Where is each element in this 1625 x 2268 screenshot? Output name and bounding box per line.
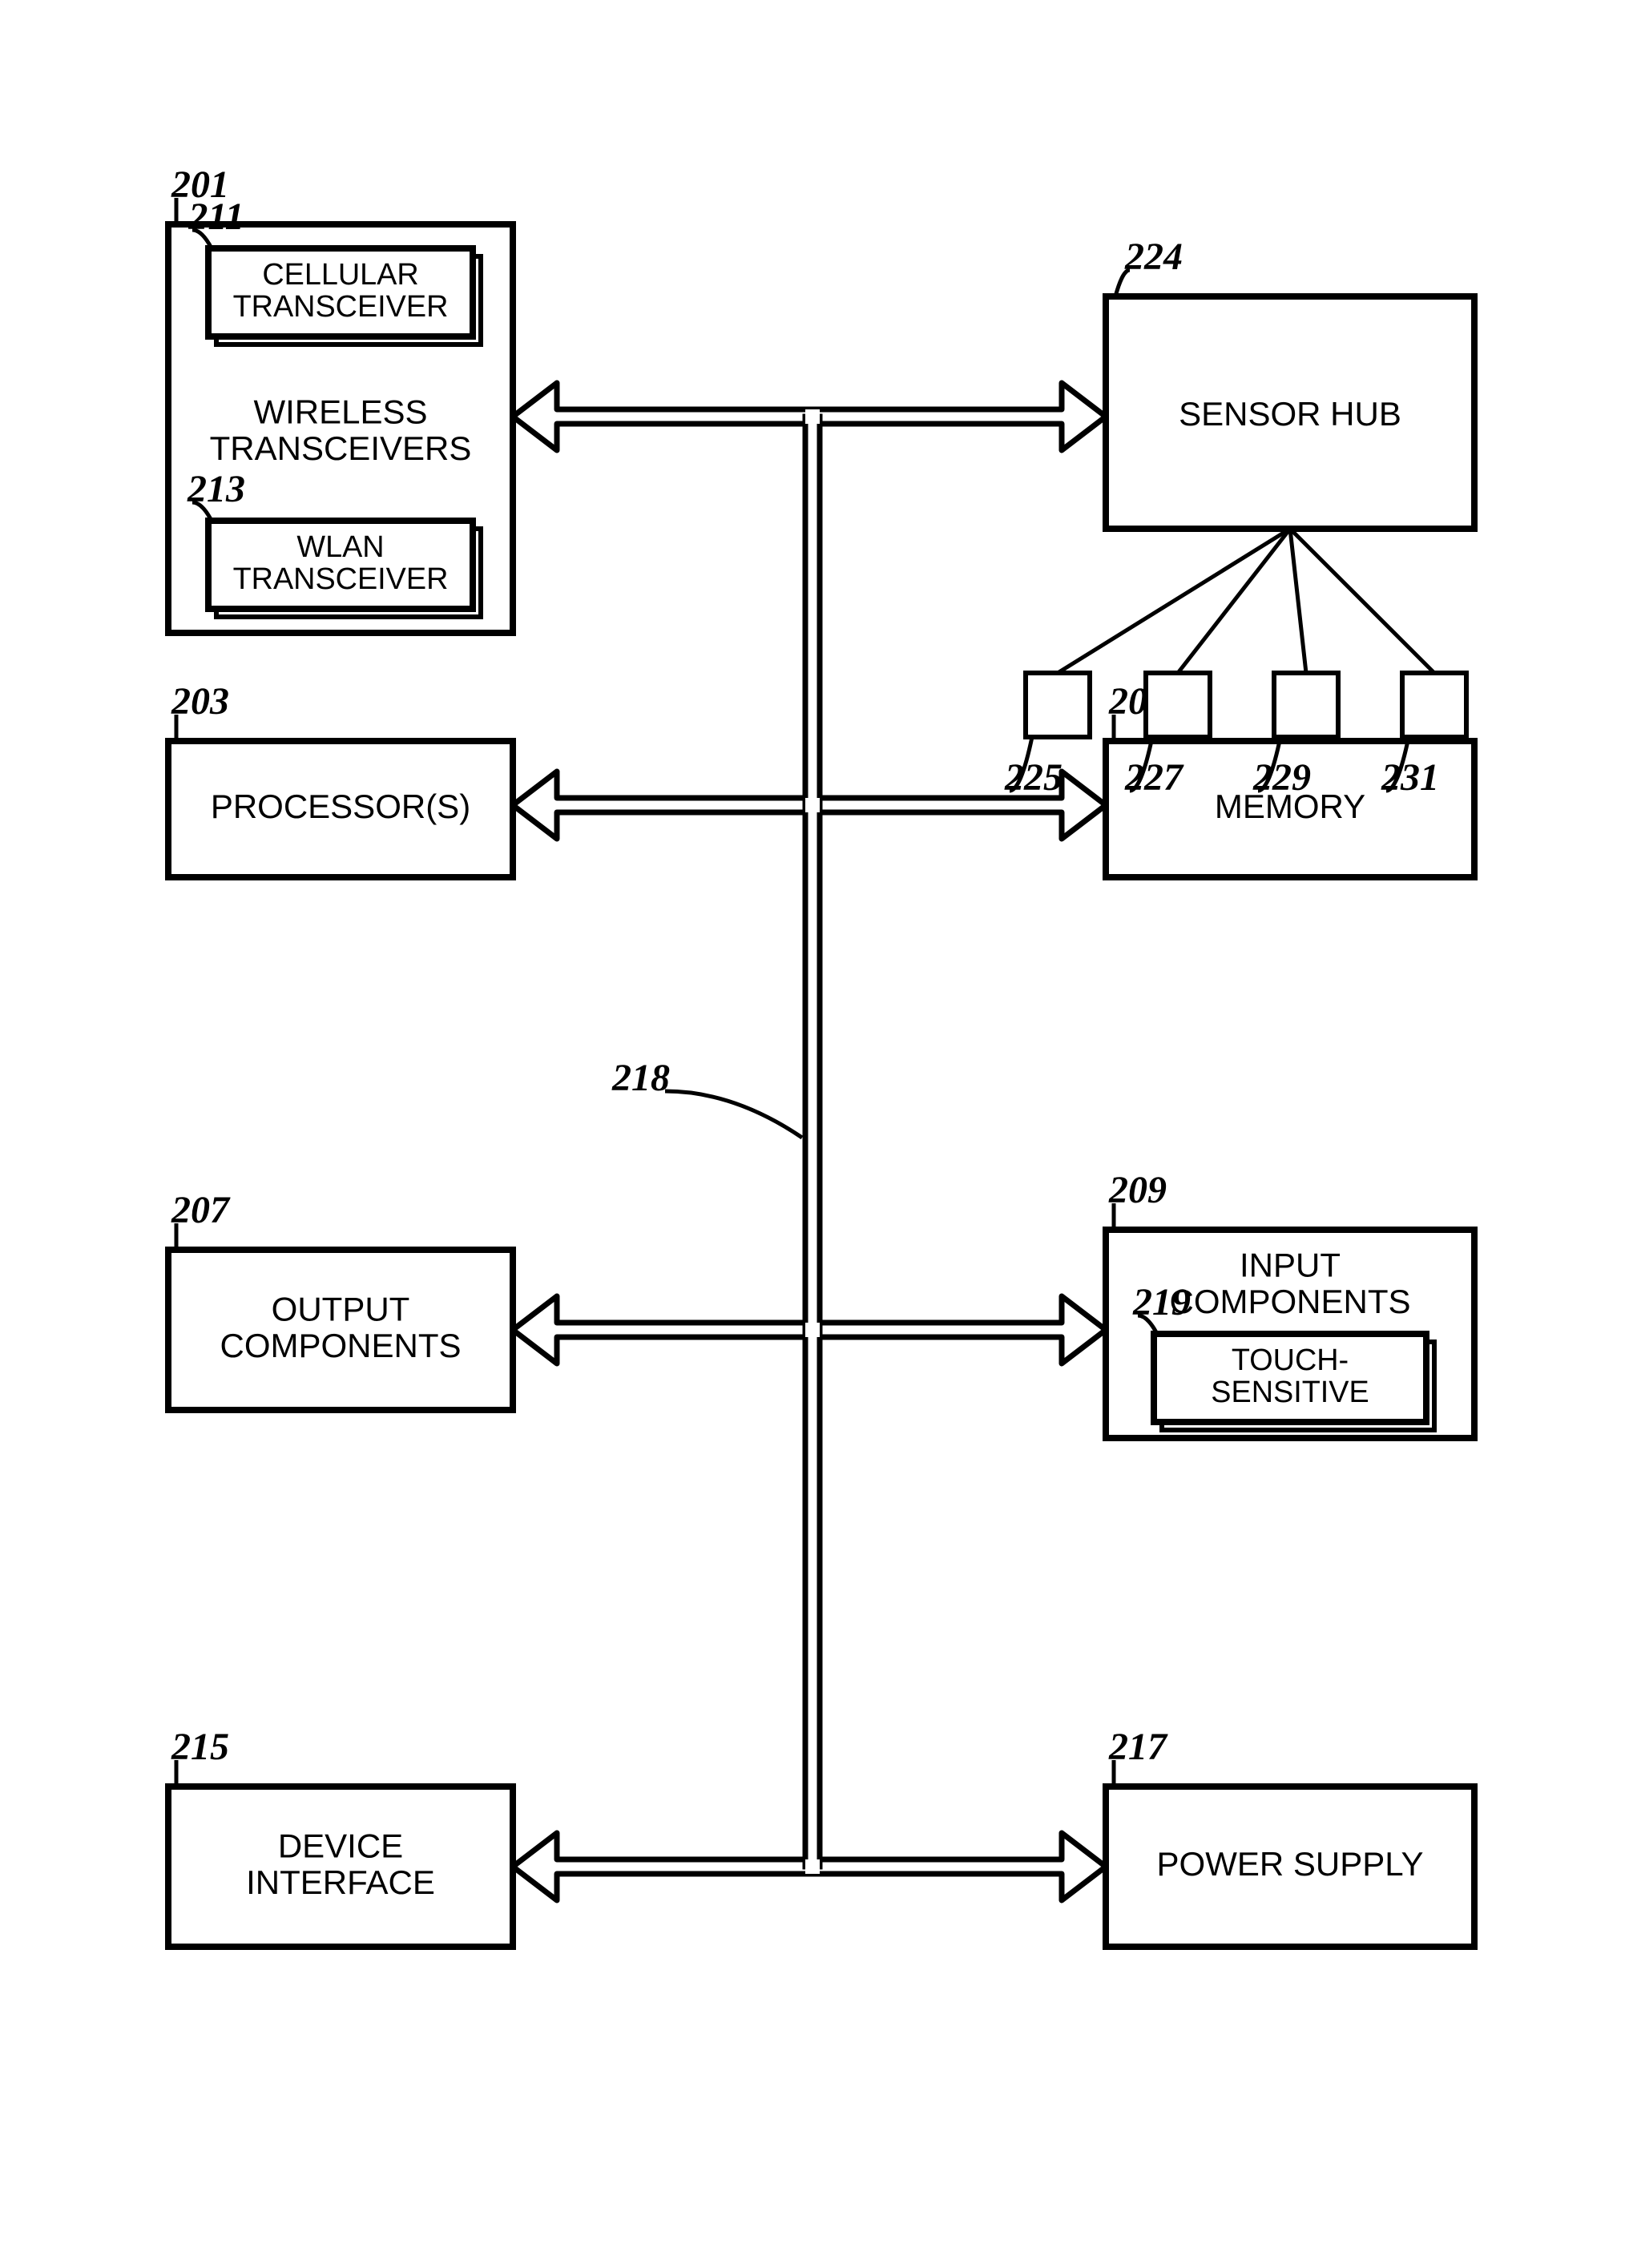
svg-text:SENSITIVE: SENSITIVE (1211, 1376, 1369, 1409)
svg-text:TOUCH-: TOUCH- (1232, 1343, 1349, 1377)
svg-text:229: 229 (1252, 756, 1311, 799)
svg-text:INPUT: INPUT (1240, 1246, 1341, 1283)
svg-text:SENSOR HUB: SENSOR HUB (1179, 395, 1401, 433)
svg-text:POWER SUPPLY: POWER SUPPLY (1157, 1845, 1424, 1883)
svg-text:217: 217 (1108, 1726, 1168, 1768)
svg-text:207: 207 (171, 1189, 231, 1231)
svg-text:TRANSCEIVERS: TRANSCEIVERS (210, 429, 472, 467)
svg-text:COMPONENTS: COMPONENTS (1169, 1283, 1410, 1320)
svg-text:TRANSCEIVER: TRANSCEIVER (233, 562, 449, 596)
svg-text:CELLULAR: CELLULAR (262, 258, 418, 292)
svg-text:203: 203 (171, 680, 229, 723)
svg-text:WLAN: WLAN (296, 530, 384, 564)
svg-text:COMPONENTS: COMPONENTS (220, 1327, 461, 1364)
svg-text:TRANSCEIVER: TRANSCEIVER (233, 290, 449, 324)
svg-text:209: 209 (1108, 1169, 1167, 1211)
svg-text:INTERFACE: INTERFACE (246, 1863, 435, 1901)
svg-text:215: 215 (171, 1726, 229, 1768)
svg-text:DEVICE: DEVICE (278, 1827, 403, 1864)
svg-text:218: 218 (611, 1057, 670, 1099)
svg-text:231: 231 (1381, 756, 1439, 799)
svg-text:227: 227 (1124, 756, 1184, 799)
svg-text:WIRELESS: WIRELESS (253, 393, 427, 430)
svg-text:OUTPUT: OUTPUT (272, 1290, 410, 1327)
svg-text:PROCESSOR(S): PROCESSOR(S) (211, 788, 470, 825)
svg-text:224: 224 (1124, 236, 1183, 278)
svg-text:225: 225 (1004, 756, 1062, 799)
block-diagram: 218WIRELESSTRANSCEIVERS201CELLULARTRANSC… (0, 0, 1625, 2268)
